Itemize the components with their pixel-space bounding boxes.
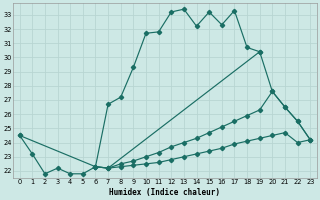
X-axis label: Humidex (Indice chaleur): Humidex (Indice chaleur) — [109, 188, 220, 197]
